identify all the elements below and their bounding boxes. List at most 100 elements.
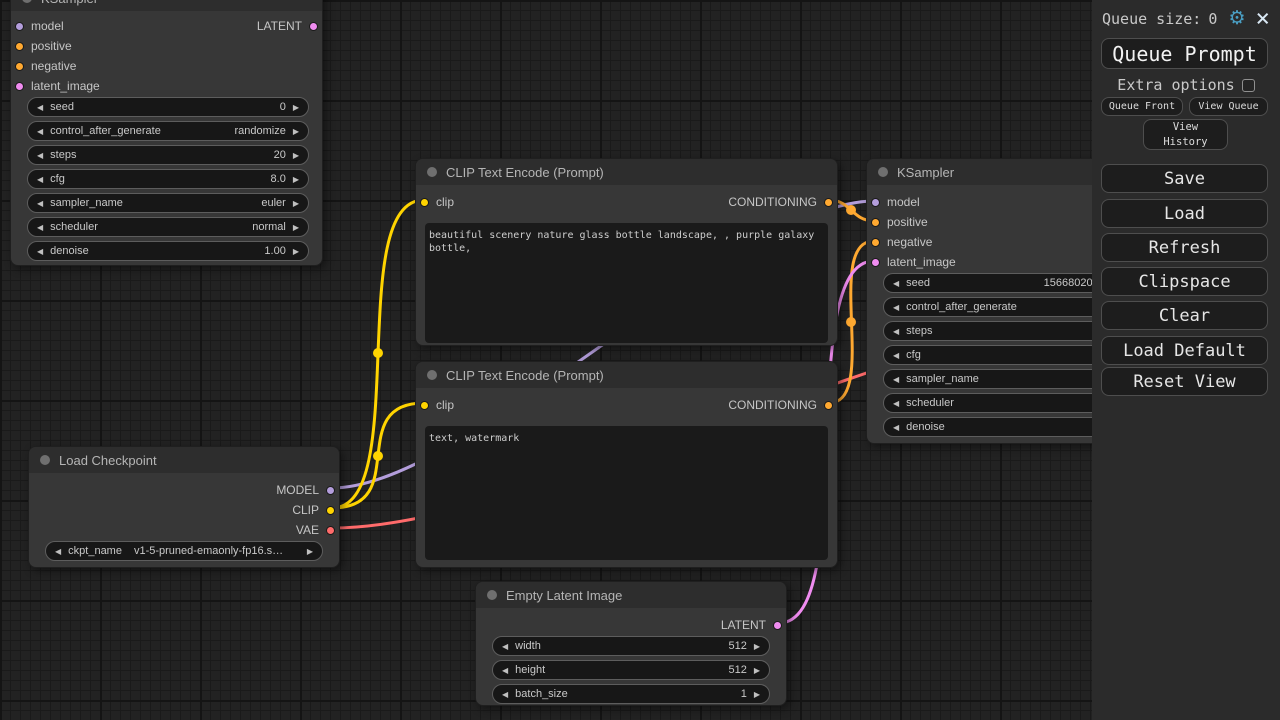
- input-port-model[interactable]: model: [15, 16, 64, 36]
- prompt-textarea[interactable]: text, watermark: [425, 426, 828, 560]
- widget-cfg[interactable]: cfg 8.0: [27, 169, 309, 189]
- queue-prompt-button[interactable]: Queue Prompt: [1101, 38, 1268, 69]
- decrement-arrow-icon[interactable]: [502, 666, 508, 675]
- decrement-arrow-icon[interactable]: [893, 375, 899, 384]
- clipspace-button[interactable]: Clipspace: [1101, 267, 1268, 296]
- settings-gear-icon[interactable]: ⚙: [1228, 7, 1246, 30]
- load-default-button[interactable]: Load Default: [1101, 336, 1268, 365]
- increment-arrow-icon[interactable]: [293, 223, 299, 232]
- refresh-button[interactable]: Refresh: [1101, 233, 1268, 262]
- reset-view-button[interactable]: Reset View: [1101, 367, 1268, 396]
- node-clip-text-encode-positive[interactable]: CLIP Text Encode (Prompt) clip CONDITION…: [415, 158, 838, 346]
- collapse-dot-icon[interactable]: [878, 167, 888, 177]
- input-port-latent-image[interactable]: latent_image: [871, 252, 956, 272]
- decrement-arrow-icon[interactable]: [893, 327, 899, 336]
- decrement-arrow-icon[interactable]: [893, 351, 899, 360]
- input-port-positive[interactable]: positive: [15, 36, 72, 56]
- input-port-negative[interactable]: negative: [871, 232, 932, 252]
- collapse-dot-icon[interactable]: [427, 370, 437, 380]
- increment-arrow-icon[interactable]: [293, 175, 299, 184]
- output-port-latent[interactable]: LATENT: [721, 615, 782, 635]
- load-button[interactable]: Load: [1101, 199, 1268, 228]
- widget-value[interactable]: normal: [252, 221, 286, 233]
- port-dot[interactable]: [15, 81, 24, 91]
- port-dot[interactable]: [309, 21, 318, 31]
- node-titlebar[interactable]: CLIP Text Encode (Prompt): [416, 362, 837, 388]
- output-port-conditioning[interactable]: CONDITIONING: [728, 395, 833, 415]
- view-history-button[interactable]: View History: [1143, 119, 1228, 150]
- widget-seed[interactable]: seed 0: [27, 97, 309, 117]
- collapse-dot-icon[interactable]: [427, 167, 437, 177]
- increment-arrow-icon[interactable]: [293, 103, 299, 112]
- output-port-latent[interactable]: LATENT: [257, 16, 318, 36]
- widget-width[interactable]: width 512: [492, 636, 770, 656]
- node-empty-latent-image[interactable]: Empty Latent Image LATENT width 512 heig…: [475, 581, 787, 706]
- widget-denoise[interactable]: denoise 1.00: [27, 241, 309, 261]
- widget-steps[interactable]: steps 20: [27, 145, 309, 165]
- input-port-model[interactable]: model: [871, 192, 920, 212]
- collapse-dot-icon[interactable]: [22, 0, 32, 3]
- node-titlebar[interactable]: Load Checkpoint: [29, 447, 339, 473]
- widget-sampler-name[interactable]: sampler_name euler: [27, 193, 309, 213]
- input-port-latent-image[interactable]: latent_image: [15, 76, 100, 96]
- increment-arrow-icon[interactable]: [754, 690, 760, 699]
- port-dot[interactable]: [15, 41, 24, 51]
- increment-arrow-icon[interactable]: [293, 151, 299, 160]
- input-port-positive[interactable]: positive: [871, 212, 928, 232]
- widget-scheduler[interactable]: scheduler normal: [27, 217, 309, 237]
- increment-arrow-icon[interactable]: [754, 666, 760, 675]
- node-load-checkpoint[interactable]: Load Checkpoint MODEL CLIP VAE ckpt_name…: [28, 446, 340, 568]
- node-titlebar[interactable]: KSampler: [11, 0, 322, 11]
- prompt-textarea[interactable]: beautiful scenery nature glass bottle la…: [425, 223, 828, 343]
- widget-value[interactable]: 1566802087: [1043, 277, 1105, 289]
- widget-value[interactable]: 1: [740, 688, 747, 700]
- decrement-arrow-icon[interactable]: [37, 103, 43, 112]
- widget-value[interactable]: 512: [728, 640, 747, 652]
- widget-value[interactable]: 8.0: [270, 173, 286, 185]
- decrement-arrow-icon[interactable]: [893, 279, 899, 288]
- increment-arrow-icon[interactable]: [307, 547, 313, 556]
- port-dot[interactable]: [871, 197, 880, 207]
- increment-arrow-icon[interactable]: [293, 199, 299, 208]
- port-dot[interactable]: [420, 400, 429, 410]
- widget-value[interactable]: randomize: [234, 125, 286, 137]
- node-clip-text-encode-negative[interactable]: CLIP Text Encode (Prompt) clip CONDITION…: [415, 361, 838, 568]
- link-midpoint-dot[interactable]: [846, 317, 856, 327]
- decrement-arrow-icon[interactable]: [37, 223, 43, 232]
- input-port-negative[interactable]: negative: [15, 56, 76, 76]
- increment-arrow-icon[interactable]: [293, 127, 299, 136]
- output-port-model[interactable]: MODEL: [276, 480, 335, 500]
- port-dot[interactable]: [871, 237, 880, 247]
- queue-front-button[interactable]: Queue Front: [1101, 97, 1183, 116]
- decrement-arrow-icon[interactable]: [37, 127, 43, 136]
- close-icon[interactable]: ×: [1255, 4, 1270, 32]
- port-dot[interactable]: [15, 61, 24, 71]
- port-dot[interactable]: [871, 257, 880, 267]
- input-port-clip[interactable]: clip: [420, 395, 454, 415]
- port-dot[interactable]: [15, 21, 24, 31]
- decrement-arrow-icon[interactable]: [893, 303, 899, 312]
- decrement-arrow-icon[interactable]: [37, 199, 43, 208]
- decrement-arrow-icon[interactable]: [893, 423, 899, 432]
- decrement-arrow-icon[interactable]: [502, 642, 508, 651]
- widget-value[interactable]: euler: [261, 197, 286, 209]
- decrement-arrow-icon[interactable]: [893, 399, 899, 408]
- port-dot[interactable]: [773, 620, 782, 630]
- port-dot[interactable]: [420, 197, 429, 207]
- collapse-dot-icon[interactable]: [487, 590, 497, 600]
- port-dot[interactable]: [824, 197, 833, 207]
- widget-value[interactable]: v1-5-pruned-emaonly-fp16.s…: [133, 545, 284, 557]
- node-titlebar[interactable]: CLIP Text Encode (Prompt): [416, 159, 837, 185]
- node-titlebar[interactable]: Empty Latent Image: [476, 582, 786, 608]
- widget-batch-size[interactable]: batch_size 1: [492, 684, 770, 704]
- clear-button[interactable]: Clear: [1101, 301, 1268, 330]
- port-dot[interactable]: [326, 485, 335, 495]
- port-dot[interactable]: [871, 217, 880, 227]
- view-queue-button[interactable]: View Queue: [1189, 97, 1268, 116]
- link-midpoint-dot[interactable]: [846, 205, 856, 215]
- widget-value[interactable]: 20: [273, 149, 286, 161]
- output-port-vae[interactable]: VAE: [296, 520, 335, 540]
- output-port-conditioning[interactable]: CONDITIONING: [728, 192, 833, 212]
- decrement-arrow-icon[interactable]: [37, 151, 43, 160]
- increment-arrow-icon[interactable]: [293, 247, 299, 256]
